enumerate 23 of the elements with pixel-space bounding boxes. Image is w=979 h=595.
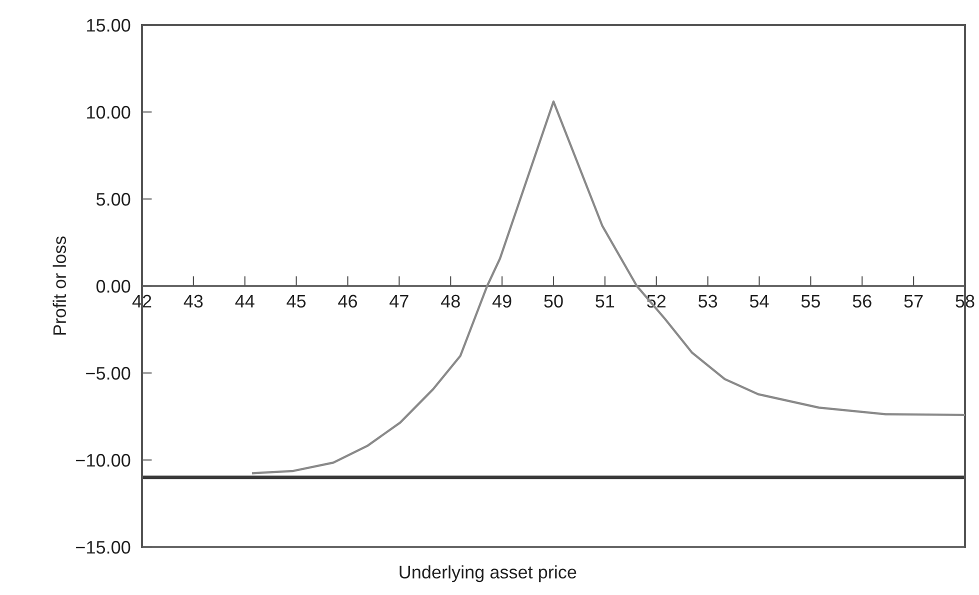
x-tick-label: 50 bbox=[544, 294, 563, 308]
x-tick-label: 45 bbox=[286, 294, 306, 308]
x-tick-label: 46 bbox=[338, 294, 357, 308]
x-tick-label: 49 bbox=[492, 294, 512, 308]
y-tick-label: 15.00 bbox=[87, 18, 130, 32]
x-tick-label: 51 bbox=[596, 294, 614, 308]
y-tick-label: −10.00 bbox=[76, 454, 130, 467]
y-tick-label: 0.00 bbox=[96, 280, 130, 293]
y-tick-label: 5.00 bbox=[96, 192, 130, 206]
y-tick-label: 10.00 bbox=[87, 106, 130, 119]
x-tick-label: 44 bbox=[235, 294, 254, 308]
x-tick-label: 57 bbox=[904, 294, 923, 308]
x-tick-label: 43 bbox=[184, 294, 203, 308]
y-axis-title: Profit or loss bbox=[52, 236, 66, 335]
x-tick-label: 48 bbox=[441, 294, 460, 308]
x-tick-label: 55 bbox=[801, 294, 820, 308]
x-axis-title: Underlying asset price bbox=[400, 565, 576, 582]
y-tick-label: −5.00 bbox=[86, 366, 130, 380]
x-tick-label: 47 bbox=[390, 294, 408, 308]
x-tick-label: 54 bbox=[750, 294, 769, 308]
x-tick-label: 56 bbox=[852, 294, 872, 308]
x-tick-label: 53 bbox=[698, 294, 718, 308]
y-tick-label: −15.00 bbox=[76, 540, 130, 554]
